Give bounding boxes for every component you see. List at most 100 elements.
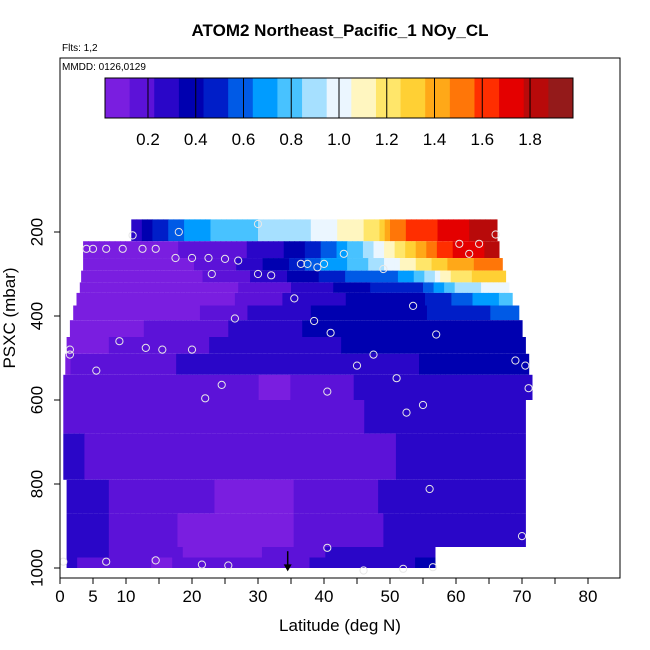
heatmap-cell — [163, 400, 170, 434]
heatmap-cell — [114, 557, 120, 568]
sample-point — [230, 314, 239, 323]
x-tick-label: 80 — [579, 587, 598, 606]
heatmap-cell — [261, 337, 268, 354]
heatmap-cell — [115, 305, 122, 321]
heatmap-cell — [348, 374, 355, 400]
heatmap-cell — [165, 353, 172, 375]
heatmap-cell — [179, 433, 186, 480]
heatmap-cell — [197, 353, 204, 375]
heatmap-cell — [468, 258, 475, 271]
heatmap-cell — [384, 258, 390, 271]
heatmap-cell — [438, 433, 445, 480]
heatmap-cell — [260, 353, 267, 375]
heatmap-cell — [98, 241, 105, 259]
heatmap-cell — [344, 320, 351, 337]
heatmap-cell — [87, 292, 93, 306]
heatmap-cell — [355, 270, 362, 283]
heatmap-cell — [502, 282, 509, 293]
heatmap-cell — [225, 258, 232, 271]
heatmap-cell — [256, 292, 262, 306]
heatmap-cell — [174, 433, 181, 480]
heatmap-cell — [224, 292, 231, 306]
heatmap-cell — [109, 258, 116, 271]
heatmap-cell — [114, 547, 120, 558]
heatmap-cell — [141, 305, 148, 321]
heatmap-cell — [448, 400, 455, 434]
heatmap-cell — [116, 400, 122, 434]
colorbar-segment — [375, 78, 402, 118]
heatmap-cell — [369, 433, 376, 480]
heatmap-cell — [235, 479, 242, 514]
heatmap-cell — [401, 282, 408, 293]
heatmap-cell — [405, 305, 412, 321]
heatmap-cell — [240, 337, 247, 354]
heatmap-cell — [454, 282, 461, 293]
heatmap-cell — [454, 433, 460, 480]
heatmap-cell — [513, 320, 520, 337]
heatmap-cell — [443, 400, 450, 434]
heatmap-cell — [209, 241, 216, 259]
heatmap-cell — [149, 353, 156, 375]
heatmap-cell — [335, 479, 342, 514]
heatmap-cell — [267, 513, 274, 547]
heatmap-cell — [255, 270, 262, 283]
heatmap-cell — [92, 292, 99, 306]
heatmap-cell — [240, 292, 247, 306]
heatmap-cell — [192, 353, 198, 375]
heatmap-cell — [435, 292, 442, 306]
heatmap-cell — [205, 219, 212, 242]
heatmap-cell — [315, 241, 322, 259]
heatmap-cell — [272, 513, 279, 547]
heatmap-cell — [422, 374, 429, 400]
heatmap-cell — [244, 320, 251, 337]
heatmap-cell — [211, 433, 218, 480]
heatmap-cell — [177, 513, 184, 547]
heatmap-cell — [287, 353, 293, 375]
colorbar-segment — [548, 78, 574, 118]
heatmap-cell — [490, 219, 497, 242]
heatmap-cell — [226, 374, 233, 400]
heatmap-cell — [124, 513, 131, 547]
heatmap-cell — [446, 337, 453, 354]
heatmap-cell — [252, 258, 258, 271]
heatmap-cell — [493, 292, 500, 306]
heatmap-cell — [66, 557, 73, 568]
heatmap-cell — [267, 241, 274, 259]
heatmap-cell — [200, 374, 207, 400]
heatmap-cell — [321, 219, 328, 242]
heatmap-cell — [362, 241, 369, 259]
sample-point — [158, 345, 167, 354]
heatmap-cell — [153, 433, 159, 480]
heatmap-cell — [232, 400, 239, 434]
sample-points — [59, 219, 533, 575]
heatmap-cell — [177, 557, 184, 568]
heatmap-cell — [392, 353, 399, 375]
heatmap-cell — [408, 270, 415, 283]
sample-point — [352, 361, 362, 370]
heatmap-cell — [393, 513, 400, 547]
heatmap-cell — [172, 337, 179, 354]
heatmap-cell — [316, 433, 323, 480]
heatmap-cell — [187, 292, 194, 306]
heatmap-cell — [158, 433, 165, 480]
heatmap-cell — [426, 219, 433, 242]
heatmap-cell — [337, 374, 344, 400]
heatmap-cell — [319, 292, 326, 306]
heatmap-cell — [140, 479, 147, 514]
heatmap-cell — [277, 557, 284, 568]
colorbar-segment — [499, 78, 525, 118]
heatmap-cell — [215, 219, 222, 242]
heatmap-cell — [300, 219, 307, 242]
heatmap-cell — [327, 374, 334, 400]
heatmap-cell — [414, 292, 421, 306]
heatmap-cell — [220, 241, 227, 259]
heatmap-cell — [377, 292, 384, 306]
sample-point — [296, 259, 305, 268]
heatmap-cell — [161, 479, 168, 514]
heatmap-cell — [114, 241, 121, 259]
heatmap-cell — [310, 305, 317, 321]
heatmap-cell — [122, 282, 128, 293]
heatmap-cell — [462, 337, 469, 354]
heatmap-cell — [214, 479, 221, 514]
heatmap-cell — [170, 270, 177, 283]
